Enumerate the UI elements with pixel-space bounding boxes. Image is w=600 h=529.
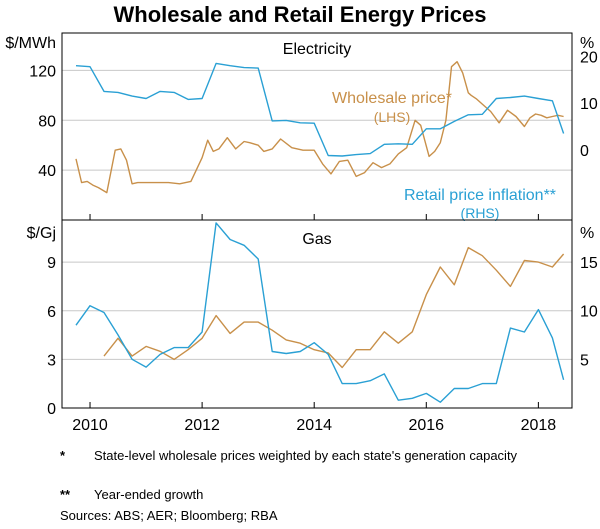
left-tick-label: 9 <box>47 255 56 272</box>
right-axis-unit: % <box>580 35 594 52</box>
series-line-retail <box>75 222 565 403</box>
annotation-wholesale-label: Wholesale price* <box>332 90 452 107</box>
annotation-wholesale-axis: (LHS) <box>374 109 411 125</box>
x-tick-label: 2016 <box>408 417 444 434</box>
right-tick-label: 10 <box>580 304 598 321</box>
left-tick-label: 0 <box>47 401 56 418</box>
left-axis-unit: $/MWh <box>5 35 56 52</box>
right-tick-label: 0 <box>580 143 589 160</box>
footnote-text: State-level wholesale prices weighted by… <box>94 448 518 463</box>
annotation-retail-label: Retail price inflation** <box>404 187 556 204</box>
right-axis-unit: % <box>580 225 594 242</box>
series-line-wholesale <box>103 246 565 369</box>
left-tick-label: 6 <box>47 304 56 321</box>
sources-note: Sources: ABS; AER; Bloomberg; RBA <box>60 508 278 523</box>
annotation-retail-axis: (RHS) <box>461 205 500 221</box>
panel-title: Gas <box>302 231 331 248</box>
left-axis-unit: $/Gj <box>27 225 56 242</box>
right-tick-label: 20 <box>580 49 598 66</box>
series-line-wholesale <box>75 61 564 194</box>
right-tick-label: 15 <box>580 255 598 272</box>
left-tick-label: 40 <box>38 163 56 180</box>
right-tick-label: 5 <box>580 352 589 369</box>
left-tick-label: 3 <box>47 352 56 369</box>
right-tick-label: 10 <box>580 96 598 113</box>
x-tick-label: 2014 <box>296 417 332 434</box>
chart-title: Wholesale and Retail Energy Prices <box>113 2 487 27</box>
series-line-retail <box>75 62 565 157</box>
panel-frame <box>61 219 573 409</box>
x-tick-label: 2018 <box>521 417 557 434</box>
footnote-mark: ** <box>60 487 71 502</box>
panel-title: Electricity <box>283 41 351 58</box>
x-tick-label: 2010 <box>72 417 108 434</box>
left-tick-label: 80 <box>38 113 56 130</box>
left-tick-label: 120 <box>29 63 56 80</box>
x-tick-label: 2012 <box>184 417 220 434</box>
footnote-text: Year-ended growth <box>94 487 204 502</box>
footnote-mark: * <box>60 448 66 463</box>
